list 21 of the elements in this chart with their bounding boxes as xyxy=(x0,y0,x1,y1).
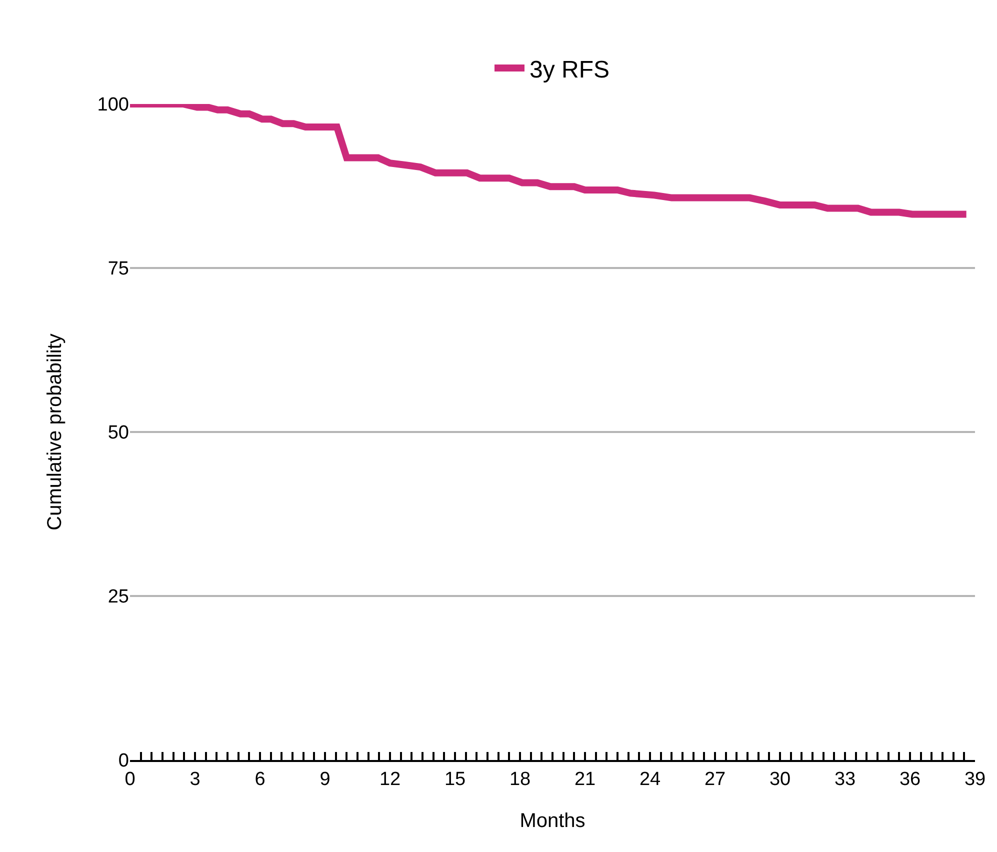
x-tick-label: 21 xyxy=(574,768,596,790)
y-tick-label: 0 xyxy=(118,750,129,772)
legend-label: 3y RFS xyxy=(530,56,610,84)
x-tick-label: 15 xyxy=(444,768,466,790)
x-tick-label: 33 xyxy=(834,768,856,790)
x-tick-label: 39 xyxy=(964,768,986,790)
x-tick-label: 9 xyxy=(320,768,330,790)
y-tick-label: 25 xyxy=(108,586,129,608)
x-tick-label: 6 xyxy=(254,768,266,790)
x-tick-label: 3 xyxy=(190,768,200,790)
x-tick-label: 18 xyxy=(509,768,531,790)
x-tick-label: 36 xyxy=(899,768,921,790)
y-tick-label: 50 xyxy=(108,422,129,444)
x-tick-label: 24 xyxy=(639,768,661,790)
x-axis-title: Months xyxy=(520,810,586,832)
y-tick-label: 75 xyxy=(108,258,129,280)
y-axis-title: Cumulative probability xyxy=(44,334,66,530)
x-tick-label: 12 xyxy=(379,768,401,790)
x-tick-label: 30 xyxy=(769,768,791,790)
x-tick-label: 27 xyxy=(704,768,726,790)
y-tick-label: 100 xyxy=(97,94,129,116)
